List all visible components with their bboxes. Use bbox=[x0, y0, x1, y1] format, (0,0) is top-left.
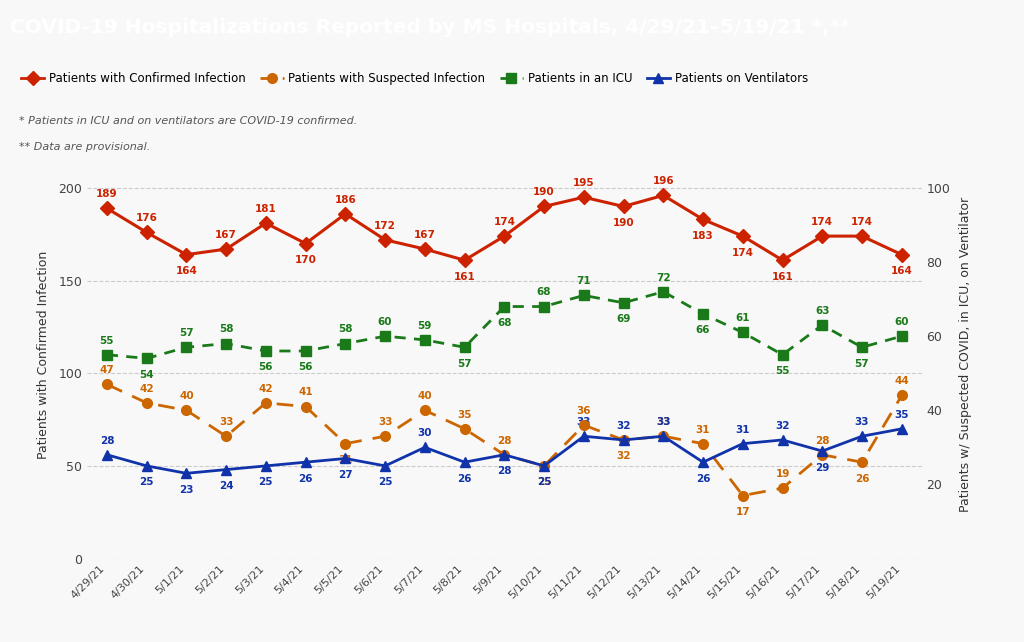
Text: 183: 183 bbox=[692, 231, 714, 241]
Text: 28: 28 bbox=[497, 436, 512, 446]
Text: 28: 28 bbox=[497, 466, 512, 476]
Text: 170: 170 bbox=[295, 255, 316, 265]
Text: 33: 33 bbox=[855, 417, 869, 427]
Text: 186: 186 bbox=[335, 195, 356, 205]
Text: 31: 31 bbox=[695, 424, 711, 435]
Text: 164: 164 bbox=[891, 266, 912, 276]
Text: 57: 57 bbox=[855, 359, 869, 369]
Text: 42: 42 bbox=[139, 384, 154, 394]
Text: 33: 33 bbox=[656, 417, 671, 427]
Text: 33: 33 bbox=[577, 417, 591, 427]
Text: 167: 167 bbox=[215, 230, 238, 240]
Text: 58: 58 bbox=[338, 324, 352, 334]
Text: 190: 190 bbox=[534, 187, 555, 197]
Text: 190: 190 bbox=[612, 218, 634, 228]
Y-axis label: Patients with Confirmed Infection: Patients with Confirmed Infection bbox=[37, 250, 50, 459]
Text: 26: 26 bbox=[298, 474, 313, 483]
Text: 35: 35 bbox=[895, 410, 909, 420]
Text: 29: 29 bbox=[815, 462, 829, 473]
Text: 55: 55 bbox=[99, 336, 114, 345]
Text: 54: 54 bbox=[139, 370, 154, 380]
Text: 69: 69 bbox=[616, 315, 631, 324]
Text: 32: 32 bbox=[775, 421, 790, 431]
Text: COVID-19 Hospitalizations Reported by MS Hospitals, 4/29/21–5/19/21 *,**: COVID-19 Hospitalizations Reported by MS… bbox=[10, 18, 851, 37]
Text: 66: 66 bbox=[695, 325, 711, 335]
Text: 60: 60 bbox=[895, 317, 909, 327]
Text: 27: 27 bbox=[338, 470, 352, 480]
Text: 25: 25 bbox=[537, 478, 551, 487]
Text: 40: 40 bbox=[179, 391, 194, 401]
Text: 61: 61 bbox=[735, 313, 750, 324]
Text: 33: 33 bbox=[656, 417, 671, 427]
Text: 31: 31 bbox=[735, 424, 750, 435]
Text: 56: 56 bbox=[298, 363, 313, 372]
Text: 59: 59 bbox=[418, 321, 432, 331]
Text: 57: 57 bbox=[458, 359, 472, 369]
Text: 58: 58 bbox=[219, 324, 233, 334]
Text: 32: 32 bbox=[616, 421, 631, 431]
Text: 33: 33 bbox=[219, 417, 233, 427]
Text: 174: 174 bbox=[494, 217, 515, 227]
Legend: Patients with Confirmed Infection, Patients with Suspected Infection, Patients i: Patients with Confirmed Infection, Patie… bbox=[16, 67, 813, 90]
Text: 32: 32 bbox=[616, 451, 631, 462]
Text: 60: 60 bbox=[378, 317, 392, 327]
Text: 176: 176 bbox=[136, 213, 158, 223]
Text: 31: 31 bbox=[338, 455, 352, 465]
Text: 196: 196 bbox=[652, 177, 674, 186]
Text: 25: 25 bbox=[259, 478, 273, 487]
Text: 28: 28 bbox=[815, 436, 829, 446]
Text: 23: 23 bbox=[179, 485, 194, 495]
Text: * Patients in ICU and on ventilators are COVID-19 confirmed.: * Patients in ICU and on ventilators are… bbox=[19, 116, 357, 126]
Text: 195: 195 bbox=[573, 178, 595, 188]
Text: 57: 57 bbox=[179, 328, 194, 338]
Text: 164: 164 bbox=[175, 266, 198, 276]
Text: 71: 71 bbox=[577, 276, 591, 286]
Text: 161: 161 bbox=[454, 272, 475, 282]
Text: 33: 33 bbox=[378, 417, 392, 427]
Text: 63: 63 bbox=[815, 306, 829, 316]
Text: 26: 26 bbox=[695, 474, 711, 483]
Text: 68: 68 bbox=[537, 288, 551, 297]
Text: 26: 26 bbox=[458, 474, 472, 483]
Text: 167: 167 bbox=[414, 230, 436, 240]
Text: 42: 42 bbox=[259, 384, 273, 394]
Text: 172: 172 bbox=[374, 221, 396, 230]
Text: 35: 35 bbox=[458, 410, 472, 420]
Text: 36: 36 bbox=[577, 406, 591, 416]
Text: 24: 24 bbox=[219, 481, 233, 491]
Text: 174: 174 bbox=[851, 217, 873, 227]
Text: ** Data are provisional.: ** Data are provisional. bbox=[19, 142, 151, 152]
Text: 19: 19 bbox=[775, 469, 790, 479]
Text: 161: 161 bbox=[772, 272, 794, 282]
Text: 28: 28 bbox=[99, 436, 114, 446]
Text: 174: 174 bbox=[811, 217, 834, 227]
Text: 30: 30 bbox=[418, 428, 432, 438]
Text: 17: 17 bbox=[735, 507, 750, 517]
Text: 25: 25 bbox=[537, 478, 551, 487]
Text: 56: 56 bbox=[259, 363, 273, 372]
Text: 25: 25 bbox=[139, 478, 154, 487]
Text: 26: 26 bbox=[855, 474, 869, 483]
Text: 55: 55 bbox=[775, 366, 790, 376]
Text: 181: 181 bbox=[255, 204, 276, 214]
Text: 189: 189 bbox=[96, 189, 118, 199]
Text: 47: 47 bbox=[99, 365, 115, 375]
Text: 25: 25 bbox=[378, 478, 392, 487]
Y-axis label: Patients w/ Suspected COVID, in ICU, on Ventilator: Patients w/ Suspected COVID, in ICU, on … bbox=[958, 197, 972, 512]
Text: 72: 72 bbox=[656, 273, 671, 282]
Text: 68: 68 bbox=[497, 318, 512, 328]
Text: 44: 44 bbox=[894, 376, 909, 386]
Text: 40: 40 bbox=[418, 391, 432, 401]
Text: 174: 174 bbox=[732, 248, 754, 257]
Text: 41: 41 bbox=[298, 388, 313, 397]
